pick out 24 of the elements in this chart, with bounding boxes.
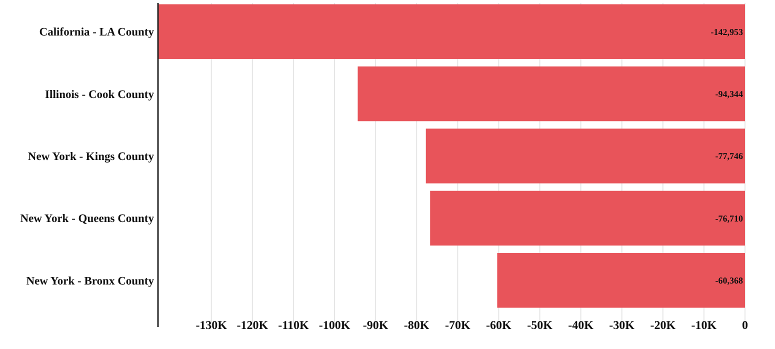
x-tick-label: -60K — [486, 318, 512, 332]
y-tick-label: New York - Bronx County — [26, 275, 154, 288]
y-tick-label: New York - Queens County — [20, 213, 154, 226]
x-tick-label: -130K — [196, 318, 228, 332]
x-tick-label: -20K — [650, 318, 676, 332]
y-tick-label: New York - Kings County — [28, 151, 154, 164]
data-label: -94,344 — [715, 88, 744, 99]
x-tick-label: -10K — [691, 318, 718, 332]
data-label: -76,710 — [715, 213, 744, 224]
y-tick-label: Illinois - Cook County — [45, 88, 154, 101]
x-tick-label: -70K — [444, 318, 471, 332]
data-label: -142,953 — [710, 26, 744, 37]
x-tick-label: -100K — [318, 318, 351, 332]
x-tick-label: -40K — [568, 318, 594, 332]
y-tick-label: California - LA County — [39, 26, 154, 39]
x-tick-label: -120K — [236, 318, 269, 332]
x-tick-label: -80K — [404, 318, 430, 332]
data-label: -77,746 — [715, 151, 744, 162]
x-tick-label: -50K — [527, 318, 554, 332]
data-label: -60,368 — [715, 276, 744, 286]
x-tick-label: 0 — [742, 318, 748, 332]
x-tick-label: -30K — [609, 318, 636, 332]
x-tick-label: -110K — [278, 318, 310, 332]
x-tick-label: -90K — [362, 318, 389, 332]
